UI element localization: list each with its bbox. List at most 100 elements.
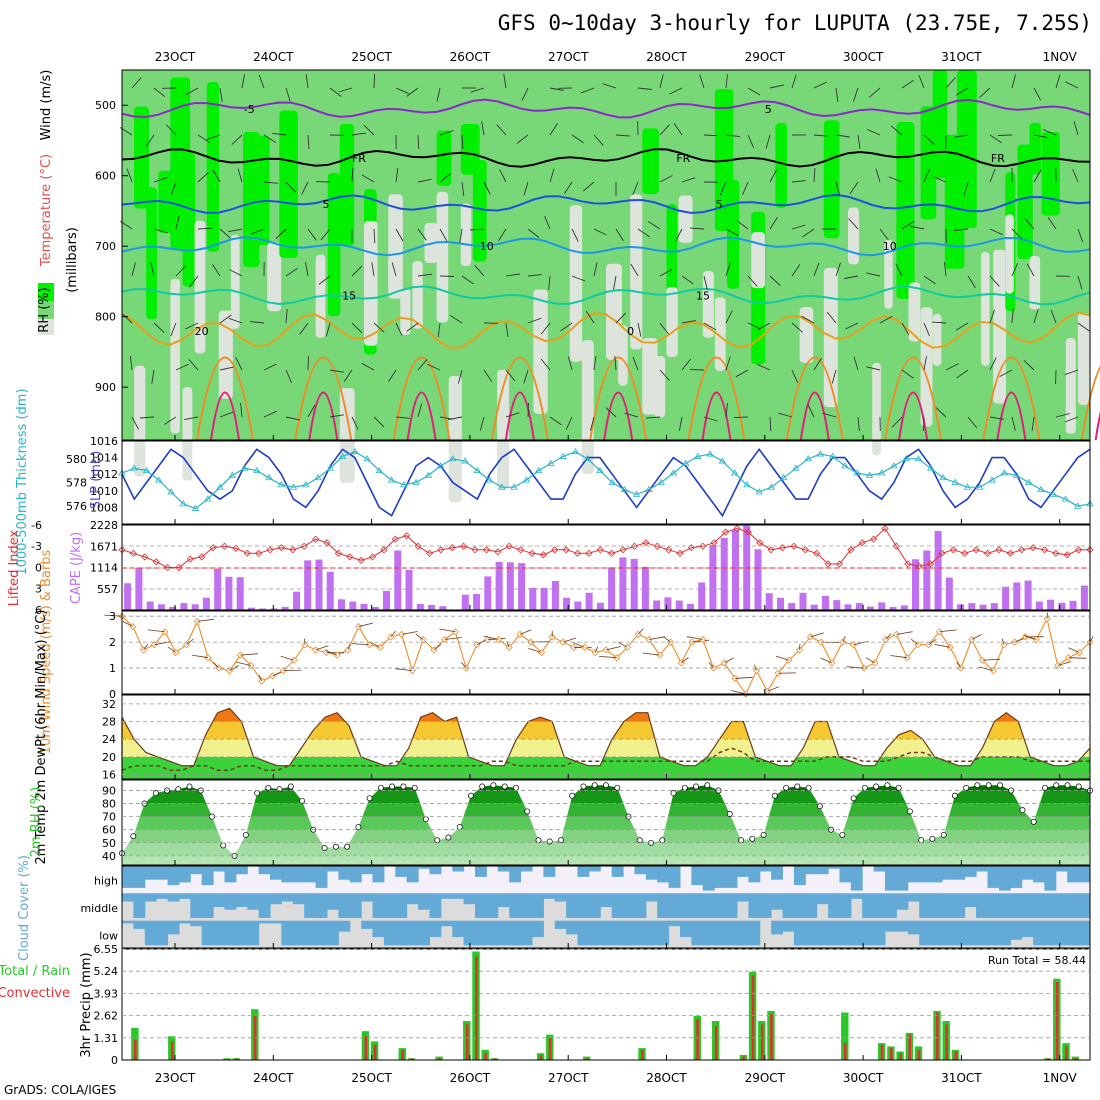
- surface-wind-barb: [370, 641, 381, 648]
- cloud-cell: [839, 893, 852, 918]
- wind-barb: [170, 322, 177, 337]
- surface-wind-barb: [240, 653, 258, 656]
- wind-speed-point: [505, 643, 513, 651]
- temp-band: [122, 721, 1090, 740]
- cloud-cell: [327, 893, 339, 910]
- cape-bar: [765, 593, 773, 610]
- cloud-cell: [793, 893, 806, 918]
- cape-bar: [506, 562, 514, 610]
- isotherm-label: 15: [696, 290, 710, 303]
- cape-bar: [349, 601, 357, 610]
- wind-barb: [449, 315, 463, 324]
- wind-barb: [219, 366, 234, 371]
- cloud-cell: [725, 920, 738, 946]
- surface-wind-barb: [258, 674, 263, 682]
- surface-wind-barb: [186, 638, 194, 646]
- cloud-cell: [429, 866, 442, 875]
- wind-barb: [305, 262, 309, 277]
- wind-barb: [189, 275, 199, 288]
- wind-barb: [275, 228, 287, 240]
- isotherm-loop: [687, 356, 746, 441]
- wind-barb: [474, 265, 485, 277]
- cape-bar: [923, 550, 931, 610]
- rh-point: [1030, 818, 1037, 825]
- wind-barb: [229, 269, 243, 277]
- lifted-tick-label: 3: [35, 583, 42, 596]
- cloud-cell: [623, 893, 635, 918]
- cloud-cell: [964, 866, 977, 877]
- wind-barb: [866, 366, 881, 371]
- wind-barb: [681, 177, 696, 183]
- wind-barb: [263, 363, 277, 371]
- dewpoint-line: [121, 747, 1090, 771]
- cape-bar: [574, 601, 582, 610]
- wind-barb: [747, 134, 755, 148]
- wind-barb: [630, 263, 639, 277]
- precip-convective-bar: [899, 1053, 902, 1060]
- wind-barb: [605, 407, 617, 418]
- wind-barb: [955, 87, 969, 96]
- precip-convective-bar: [1074, 1058, 1077, 1060]
- surface-wind-barb: [820, 657, 833, 664]
- cloud-cell: [896, 920, 909, 932]
- cloud-cell: [828, 893, 840, 918]
- rh-dry-cell: [630, 194, 643, 350]
- cloud-cell: [976, 893, 988, 918]
- thickness-point: [988, 476, 996, 483]
- lifted-index-point: [847, 546, 855, 554]
- lifted-index-point: [801, 546, 809, 554]
- wind-barb: [931, 321, 947, 324]
- wind-barb: [849, 181, 859, 194]
- rh-point: [299, 797, 306, 804]
- cloud-cell: [372, 920, 385, 938]
- cloud-cell: [793, 866, 806, 886]
- cloud-cell: [668, 920, 681, 927]
- wind-barb: [645, 416, 661, 419]
- cloud-cell: [247, 893, 260, 910]
- wind-barb: [1033, 309, 1039, 324]
- cloud-cell: [1033, 893, 1045, 918]
- wind-barb: [989, 228, 1003, 236]
- thickness-point: [412, 478, 420, 485]
- lifted-index-point: [733, 524, 741, 533]
- wind-barb: [329, 87, 342, 97]
- rh-point: [501, 783, 508, 790]
- rh-dry-cell: [267, 242, 282, 312]
- precip-convective-bar: [585, 1058, 589, 1060]
- wind-barb: [197, 172, 209, 183]
- surface-wind-barb: [642, 652, 660, 656]
- wind-barb: [437, 322, 441, 337]
- cape-bar: [281, 606, 289, 610]
- wind-speed-point: [935, 628, 943, 636]
- lifted-tick-label: 0: [35, 561, 42, 574]
- wind-barb: [439, 275, 455, 277]
- cloud-cell: [532, 920, 544, 938]
- wind-barb: [166, 124, 177, 136]
- thickness-point: [841, 462, 849, 469]
- cloud-cell: [235, 920, 248, 946]
- surface-wind-barb: [351, 643, 370, 646]
- rh-point: [805, 784, 812, 791]
- wind-barb: [1065, 81, 1079, 89]
- cloud-cell: [224, 893, 237, 910]
- wind-barb: [153, 87, 166, 98]
- cloud-cell: [338, 920, 351, 932]
- surface-wind-barb: [1089, 636, 1094, 643]
- surface-wind-barb: [934, 644, 951, 648]
- cape-bar: [371, 606, 379, 610]
- wind-barb: [675, 228, 683, 242]
- cloud-row-label: high: [94, 875, 118, 888]
- thickness-point: [804, 455, 812, 462]
- cloud-cell: [702, 893, 715, 918]
- axis-text: 23OCT 23OCT 24OCT 24OCT 25OCT 25OCT 26OCT 26OCT…: [0, 50, 1086, 1085]
- wind-barb: [325, 322, 331, 337]
- wind-barb: [175, 363, 189, 371]
- cloud-cell: [885, 920, 897, 932]
- date-tick-bottom: 30OCT: [843, 1071, 884, 1085]
- wind-barb: [285, 416, 300, 421]
- wind-barb: [813, 134, 828, 137]
- surface-wind-barb: [280, 655, 295, 661]
- cloud-cell: [566, 893, 578, 918]
- rh-point: [490, 782, 497, 789]
- rh-point: [1075, 783, 1082, 790]
